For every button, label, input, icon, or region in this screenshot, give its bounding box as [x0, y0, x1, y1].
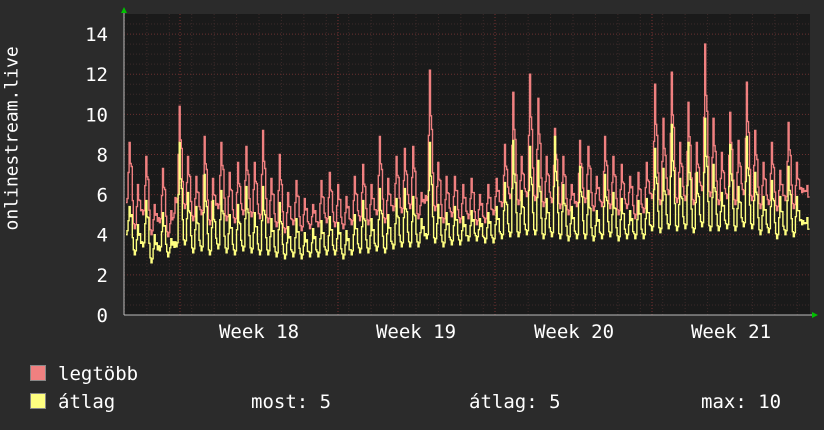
series-line-max	[126, 43, 810, 238]
x-tick-label: Week 18	[219, 321, 299, 343]
y-tick-label: 14	[85, 24, 108, 46]
y-tick-label: 2	[97, 265, 108, 287]
y-tick-label: 4	[97, 225, 108, 247]
y-tick-labels: 0 2 4 6 8 10 12 14	[85, 24, 108, 327]
y-axis-arrow	[121, 7, 127, 13]
x-tick-label: Week 20	[534, 321, 614, 343]
y-tick-label: 12	[85, 64, 108, 86]
legend-swatch-max	[30, 365, 46, 381]
legend-swatch-avg	[30, 393, 46, 409]
x-axis-arrow	[812, 312, 818, 318]
legend-label-avg: átlag	[58, 391, 116, 413]
series-line-avg	[126, 117, 810, 264]
y-tick-label: 6	[97, 185, 108, 207]
y-tick-label: 10	[85, 104, 108, 126]
x-tick-labels: Week 18 Week 19 Week 20 Week 21	[219, 321, 771, 343]
legend-label-max: legtöbb	[58, 363, 139, 385]
y-tick-label: 8	[97, 144, 108, 166]
legend-item-max: legtöbb	[30, 363, 138, 385]
x-tick-label: Week 21	[691, 321, 771, 343]
y-tick-label: 0	[97, 305, 108, 327]
stat-max: max: 10	[701, 391, 782, 413]
x-tick-label: Week 19	[376, 321, 456, 343]
legend-item-avg: átlag	[30, 391, 115, 413]
y-axis-label: onlinestream.live	[1, 46, 23, 231]
stat-most: most: 5	[251, 391, 332, 413]
stat-atlag: átlag: 5	[469, 391, 561, 413]
series-lines	[126, 43, 810, 264]
